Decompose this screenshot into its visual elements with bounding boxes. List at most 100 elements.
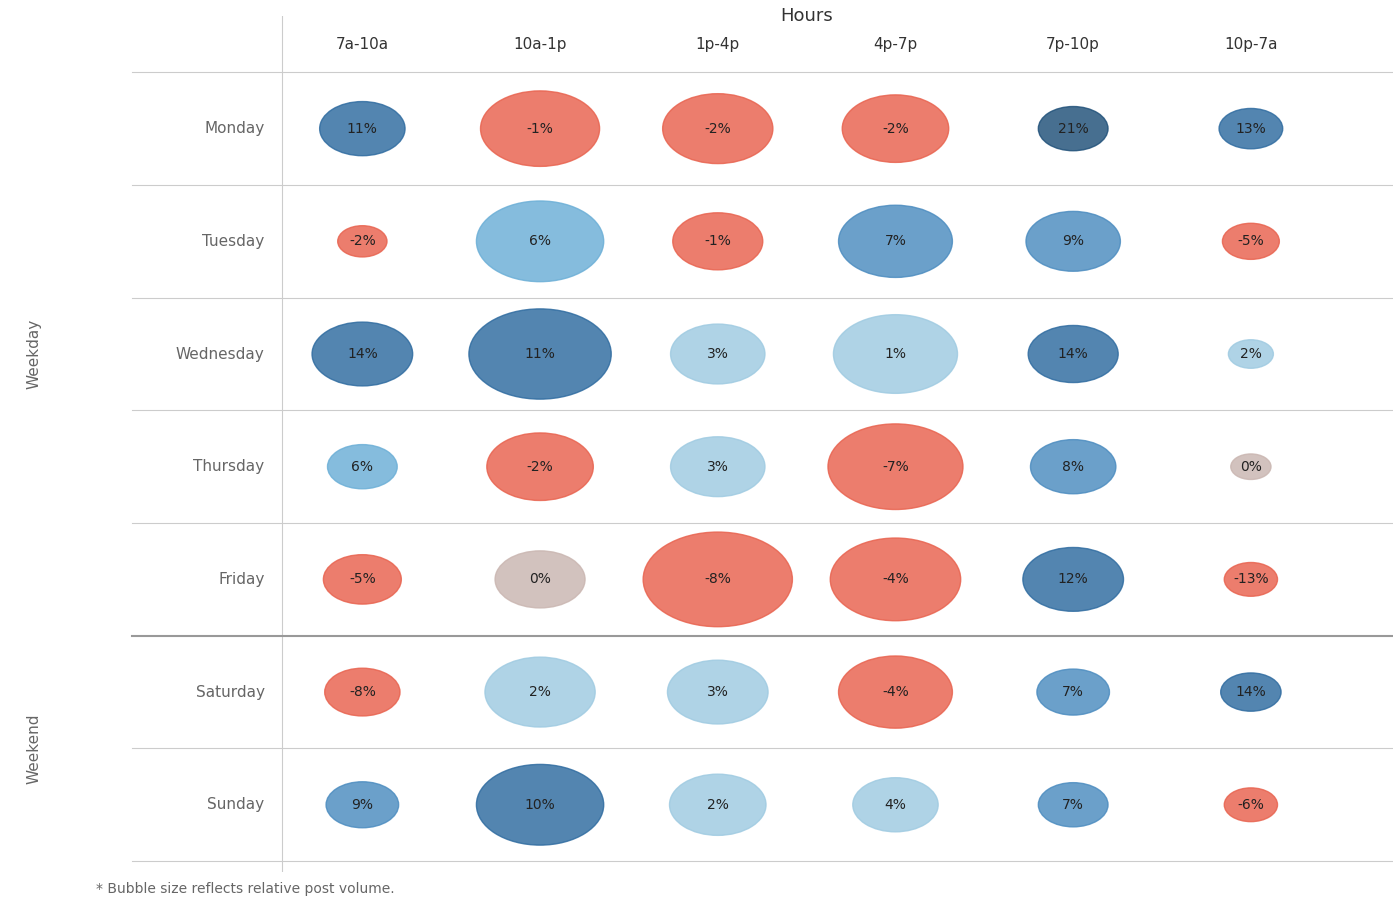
Text: -1%: -1%: [704, 234, 731, 248]
Text: 2%: 2%: [707, 797, 729, 812]
Circle shape: [1231, 454, 1271, 480]
Text: Sunday: Sunday: [207, 797, 265, 813]
Circle shape: [1224, 562, 1278, 597]
Text: 13%: 13%: [1236, 122, 1266, 136]
Text: 14%: 14%: [1058, 347, 1089, 361]
Text: 10p-7a: 10p-7a: [1224, 37, 1278, 51]
Circle shape: [662, 94, 773, 164]
Text: -4%: -4%: [882, 572, 909, 587]
Text: Saturday: Saturday: [196, 685, 265, 699]
Text: -8%: -8%: [349, 685, 375, 699]
Text: 3%: 3%: [707, 460, 729, 473]
Text: 10a-1p: 10a-1p: [514, 37, 567, 51]
Text: -8%: -8%: [704, 572, 731, 587]
Circle shape: [496, 551, 585, 608]
Text: -5%: -5%: [1238, 234, 1264, 248]
Text: 8%: 8%: [1063, 460, 1084, 473]
Text: -2%: -2%: [882, 122, 909, 136]
Text: 7%: 7%: [885, 234, 906, 248]
Text: Weekday: Weekday: [27, 319, 41, 389]
Text: Weekend: Weekend: [27, 713, 41, 784]
Circle shape: [1039, 783, 1107, 827]
Text: 14%: 14%: [347, 347, 378, 361]
Circle shape: [323, 554, 402, 604]
Text: -4%: -4%: [882, 685, 909, 699]
Text: 7%: 7%: [1063, 685, 1084, 699]
Circle shape: [480, 91, 599, 166]
Text: 6%: 6%: [529, 234, 552, 248]
Circle shape: [319, 102, 405, 156]
Circle shape: [839, 656, 952, 728]
Text: Monday: Monday: [204, 122, 265, 136]
Text: 12%: 12%: [1058, 572, 1089, 587]
Circle shape: [1222, 223, 1280, 259]
Text: 0%: 0%: [529, 572, 552, 587]
Circle shape: [1224, 788, 1278, 822]
Circle shape: [1039, 106, 1107, 150]
Text: 2%: 2%: [529, 685, 552, 699]
Text: -6%: -6%: [1238, 797, 1264, 812]
Text: 7p-10p: 7p-10p: [1046, 37, 1100, 51]
Text: -13%: -13%: [1233, 572, 1268, 587]
Circle shape: [1228, 339, 1274, 368]
Text: 1%: 1%: [885, 347, 906, 361]
Circle shape: [312, 322, 413, 386]
Text: 11%: 11%: [525, 347, 556, 361]
Text: 3%: 3%: [707, 347, 729, 361]
Text: 3%: 3%: [707, 685, 729, 699]
Text: Wednesday: Wednesday: [176, 346, 265, 362]
Circle shape: [484, 657, 595, 727]
Text: Friday: Friday: [218, 572, 265, 587]
Circle shape: [337, 226, 386, 257]
Circle shape: [325, 668, 400, 716]
Circle shape: [671, 324, 764, 384]
Text: Hours: Hours: [780, 7, 833, 25]
Text: 2%: 2%: [1240, 347, 1261, 361]
Circle shape: [487, 433, 594, 500]
Text: 7a-10a: 7a-10a: [336, 37, 389, 51]
Circle shape: [830, 538, 960, 621]
Text: -7%: -7%: [882, 460, 909, 473]
Text: -1%: -1%: [526, 122, 553, 136]
Text: -5%: -5%: [349, 572, 375, 587]
Circle shape: [326, 782, 399, 828]
Circle shape: [843, 94, 949, 162]
Circle shape: [1219, 109, 1282, 148]
Text: -2%: -2%: [349, 234, 375, 248]
Circle shape: [1026, 212, 1120, 271]
Circle shape: [673, 212, 763, 270]
Circle shape: [1028, 326, 1119, 382]
Circle shape: [833, 315, 958, 393]
Circle shape: [469, 309, 612, 399]
Circle shape: [668, 661, 769, 724]
Circle shape: [827, 424, 963, 509]
Text: -2%: -2%: [704, 122, 731, 136]
Text: 4%: 4%: [885, 797, 906, 812]
Text: Thursday: Thursday: [193, 459, 265, 474]
Text: 7%: 7%: [1063, 797, 1084, 812]
Circle shape: [328, 445, 398, 489]
Circle shape: [839, 205, 952, 277]
Text: 0%: 0%: [1240, 460, 1261, 473]
Circle shape: [476, 201, 603, 282]
Text: Tuesday: Tuesday: [203, 234, 265, 248]
Text: 10%: 10%: [525, 797, 556, 812]
Text: -2%: -2%: [526, 460, 553, 473]
Text: 11%: 11%: [347, 122, 378, 136]
Circle shape: [1221, 673, 1281, 711]
Circle shape: [643, 532, 792, 626]
Text: * Bubble size reflects relative post volume.: * Bubble size reflects relative post vol…: [95, 882, 395, 896]
Text: 4p-7p: 4p-7p: [874, 37, 917, 51]
Circle shape: [1037, 669, 1109, 716]
Circle shape: [853, 778, 938, 832]
Circle shape: [669, 774, 766, 835]
Circle shape: [671, 436, 764, 497]
Text: 6%: 6%: [351, 460, 374, 473]
Circle shape: [1030, 439, 1116, 494]
Circle shape: [1023, 547, 1124, 611]
Text: 9%: 9%: [1063, 234, 1084, 248]
Text: 14%: 14%: [1236, 685, 1266, 699]
Text: 1p-4p: 1p-4p: [696, 37, 739, 51]
Text: 21%: 21%: [1058, 122, 1089, 136]
Circle shape: [476, 764, 603, 845]
